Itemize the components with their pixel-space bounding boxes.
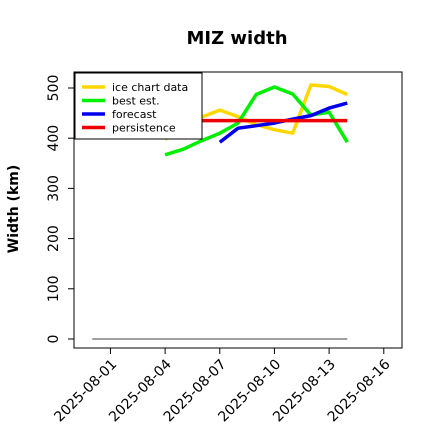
legend-label: persistence (112, 122, 176, 135)
chart-title: MIZ width (186, 28, 287, 49)
y-tick-label: 400 (46, 125, 62, 152)
legend-label: forecast (112, 108, 157, 121)
legend-label: ice chart data (112, 81, 188, 94)
y-axis-label: Width (km) (6, 165, 22, 254)
y-tick-label: 500 (46, 75, 62, 102)
y-tick-label: 100 (46, 275, 62, 302)
legend-label: best est. (112, 95, 160, 108)
y-tick-label: 0 (46, 335, 62, 344)
y-tick-label: 200 (46, 225, 62, 252)
plot-frame (73, 71, 403, 349)
y-tick-label: 300 (46, 175, 62, 202)
